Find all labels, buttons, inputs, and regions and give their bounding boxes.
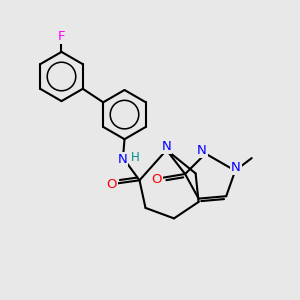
Text: N: N: [231, 161, 241, 174]
Text: F: F: [58, 30, 65, 44]
Text: N: N: [162, 140, 171, 153]
Text: N: N: [118, 153, 127, 166]
Text: N: N: [197, 144, 207, 157]
Text: O: O: [152, 172, 162, 186]
Text: O: O: [106, 178, 117, 191]
Text: H: H: [131, 151, 140, 164]
